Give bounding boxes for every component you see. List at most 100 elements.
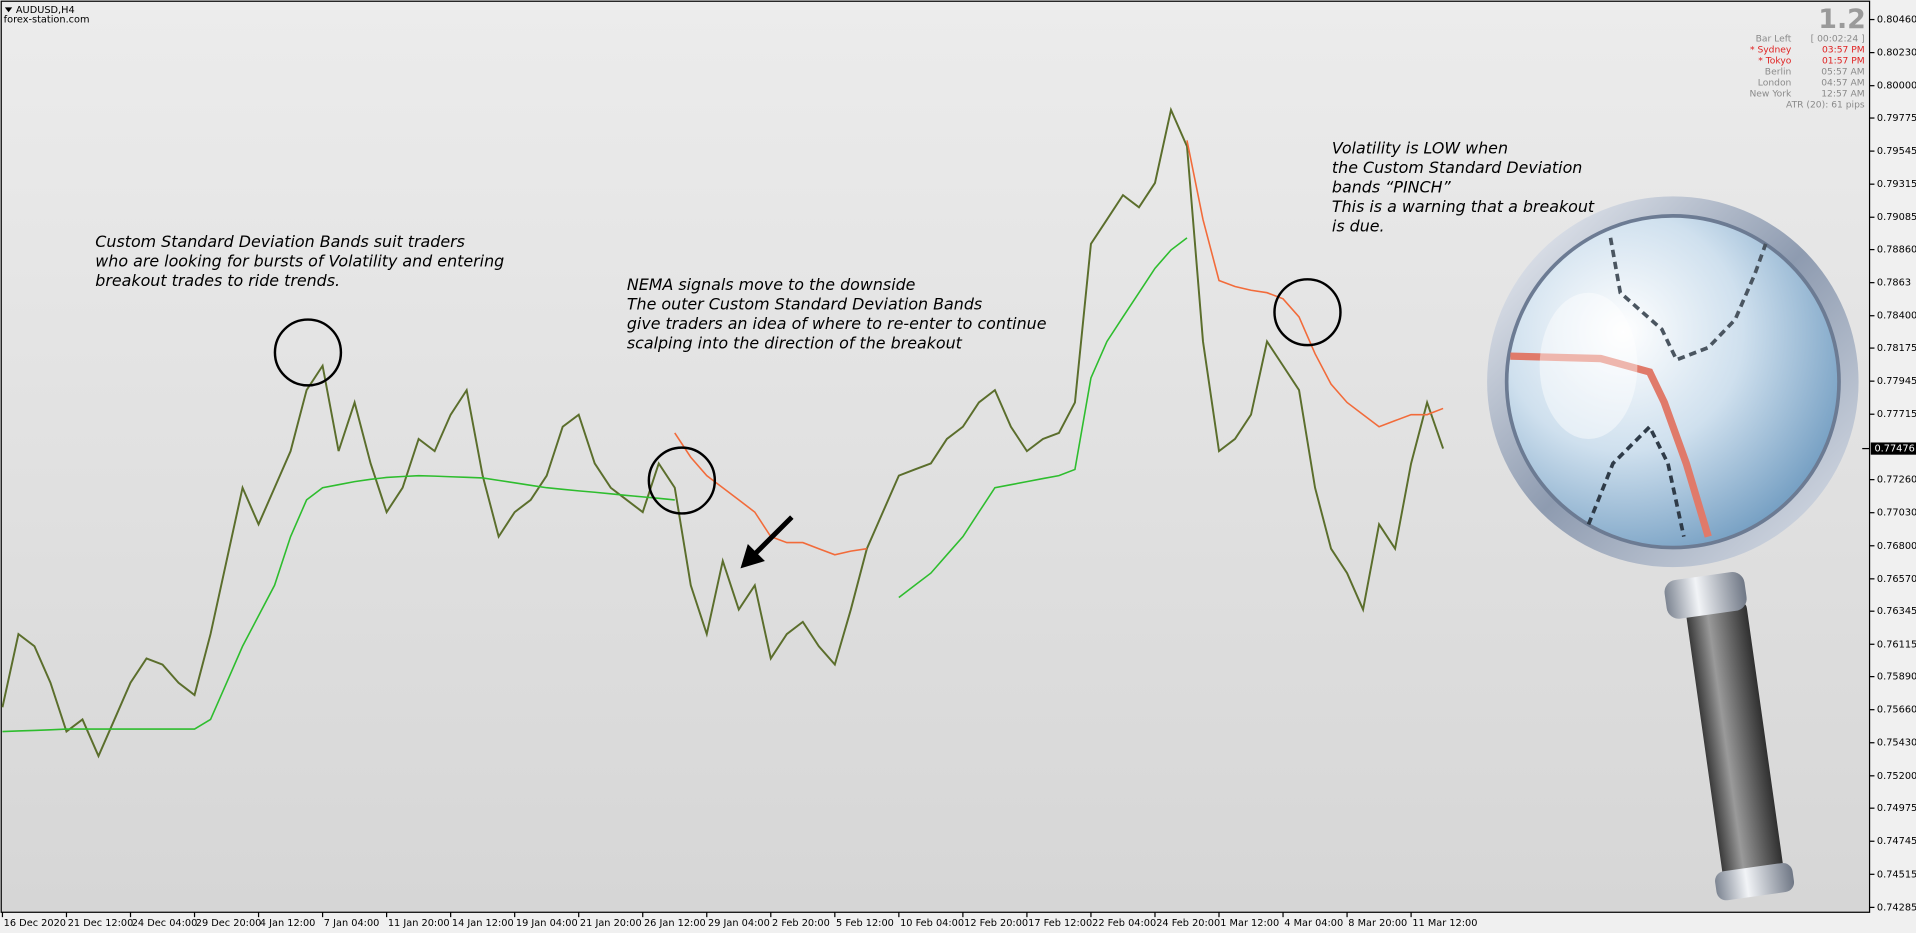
current-price-label: 0.77476	[1874, 444, 1914, 455]
lens-band	[1608, 237, 1768, 363]
info-panel: 1.2 Bar Left [ 00:02:24 ] * Sydney 03:57 PM…	[1749, 4, 1865, 110]
annotation-text: Custom Standard Deviation Bands suit tra…	[95, 232, 465, 251]
annotation-text: the Custom Standard Deviation	[1332, 158, 1582, 177]
lens-line	[1510, 352, 1712, 538]
version: 1.2	[1818, 4, 1866, 35]
annotation-text: The outer Custom Standard Deviation Band…	[627, 294, 982, 313]
arrow-shaft	[750, 515, 794, 558]
y-tick-label: 0.78400	[1877, 311, 1916, 322]
y-tick-label: 0.74975	[1877, 803, 1916, 814]
x-tick-label: 12 Feb 20:00	[964, 918, 1028, 929]
y-tick-label: 0.76570	[1877, 574, 1916, 585]
annotation-text: who are looking for bursts of Volatility…	[95, 252, 504, 271]
y-tick-label: 0.77945	[1877, 376, 1916, 387]
x-tick-label: 2 Feb 20:00	[772, 918, 830, 929]
annotation-text: scalping into the direction of the break…	[627, 333, 963, 352]
y-tick-label: 0.77260	[1877, 475, 1916, 486]
annotation-text: breakout trades to ride trends.	[95, 271, 340, 290]
x-tick-label: 11 Jan 20:00	[388, 918, 450, 929]
x-tick-label: 4 Mar 04:00	[1284, 918, 1343, 929]
x-tick-label: 1 Mar 12:00	[1220, 918, 1279, 929]
annotation-text: give traders an idea of where to re-ente…	[627, 314, 1047, 333]
y-tick-label: 0.78175	[1877, 343, 1916, 354]
y-tick-label: 0.7863	[1877, 278, 1911, 289]
x-tick-label: 22 Feb 04:00	[1092, 918, 1156, 929]
site: forex-station.com	[4, 15, 90, 26]
symbol: AUDUSD,H4	[16, 5, 75, 16]
y-tick-label: 0.75660	[1877, 705, 1916, 716]
info-value: 12:57 AM	[1821, 89, 1864, 99]
info-value: 01:57 PM	[1822, 56, 1865, 66]
x-tick-label: 21 Dec 12:00	[68, 918, 134, 929]
x-tick-label: 26 Jan 12:00	[644, 918, 706, 929]
y-tick-label: 0.74285	[1877, 902, 1916, 913]
y-tick-label: 0.76800	[1877, 541, 1916, 552]
magnifier-cap	[1715, 862, 1795, 901]
annotation-text: This is a warning that a breakout	[1332, 197, 1595, 216]
y-tick-label: 0.79315	[1877, 179, 1916, 190]
x-tick-label: 21 Jan 20:00	[580, 918, 642, 929]
y-tick-label: 0.74515	[1877, 869, 1916, 880]
info-value: [ 00:02:24 ]	[1811, 35, 1865, 45]
magnifier	[1487, 196, 1859, 901]
info-label: Bar Left	[1756, 35, 1792, 45]
info-label: * Tokyo	[1758, 56, 1792, 66]
header-icon	[4, 7, 13, 13]
x-tick-label: 14 Jan 12:00	[452, 918, 514, 929]
x-tick-label: 10 Feb 04:00	[900, 918, 964, 929]
series-line	[1, 106, 1445, 759]
highlight-circle	[647, 446, 717, 515]
series-line	[2, 237, 1188, 733]
annotation-text: NEMA signals move to the downside	[627, 275, 916, 294]
x-tick-label: 24 Feb 20:00	[1156, 918, 1220, 929]
y-tick-label: 0.79545	[1877, 146, 1916, 157]
info-label: * Sydney	[1750, 46, 1792, 56]
x-tick-label: 29 Dec 20:00	[196, 918, 262, 929]
x-tick-label: 11 Mar 12:00	[1412, 918, 1477, 929]
y-tick-label: 0.75430	[1877, 738, 1916, 749]
y-tick-label: 0.78860	[1877, 245, 1916, 256]
x-tick-label: 19 Jan 04:00	[516, 918, 578, 929]
x-tick-label: 17 Feb 12:00	[1028, 918, 1092, 929]
series-layer	[1, 106, 1445, 759]
atr: ATR (20): 61 pips	[1786, 100, 1865, 110]
magnifier-neck	[1664, 572, 1747, 619]
annotation-text: is due.	[1332, 216, 1385, 235]
magnifier-handle	[1686, 601, 1784, 881]
y-tick-label: 0.74745	[1877, 836, 1916, 847]
x-tick-label: 29 Jan 04:00	[708, 918, 770, 929]
current-price-box	[1870, 442, 1916, 455]
x-tick-label: 16 Dec 2020	[4, 918, 66, 929]
y-tick-label: 0.76345	[1877, 606, 1916, 617]
y-tick-label: 0.77030	[1877, 508, 1916, 519]
magnifier-lens	[1504, 214, 1841, 550]
highlight-circle	[273, 318, 343, 387]
info-label: New York	[1749, 89, 1792, 99]
annotation-text: Volatility is LOW when	[1332, 138, 1508, 157]
x-tick-label: 5 Feb 12:00	[836, 918, 894, 929]
y-tick-label: 0.75890	[1877, 672, 1916, 683]
y-tick-label: 0.80460	[1877, 15, 1916, 26]
x-tick-label: 24 Dec 04:00	[132, 918, 198, 929]
highlight-circle	[1273, 278, 1342, 347]
x-tick-label: 8 Mar 20:00	[1348, 918, 1407, 929]
info-value: 03:57 PM	[1822, 46, 1865, 56]
arrow-head	[740, 543, 765, 569]
info-value: 05:57 AM	[1821, 67, 1864, 77]
y-tick-label: 0.76115	[1877, 639, 1916, 650]
y-tick-label: 0.75200	[1877, 771, 1916, 782]
lens-band	[1586, 423, 1686, 538]
info-label: Berlin	[1765, 67, 1792, 77]
annotation-text: bands “PINCH”	[1332, 177, 1452, 196]
info-label: London	[1758, 78, 1792, 88]
y-tick-label: 0.77715	[1877, 409, 1916, 420]
y-tick-label: 0.79085	[1877, 212, 1916, 223]
info-value: 04:57 AM	[1821, 78, 1864, 88]
y-tick-label: 0.79775	[1877, 113, 1916, 124]
lens-glare	[1539, 292, 1638, 440]
x-tick-label: 4 Jan 12:00	[260, 918, 316, 929]
y-tick-label: 0.80000	[1877, 81, 1916, 92]
x-tick-label: 7 Jan 04:00	[324, 918, 380, 929]
y-tick-label: 0.80230	[1877, 48, 1916, 59]
